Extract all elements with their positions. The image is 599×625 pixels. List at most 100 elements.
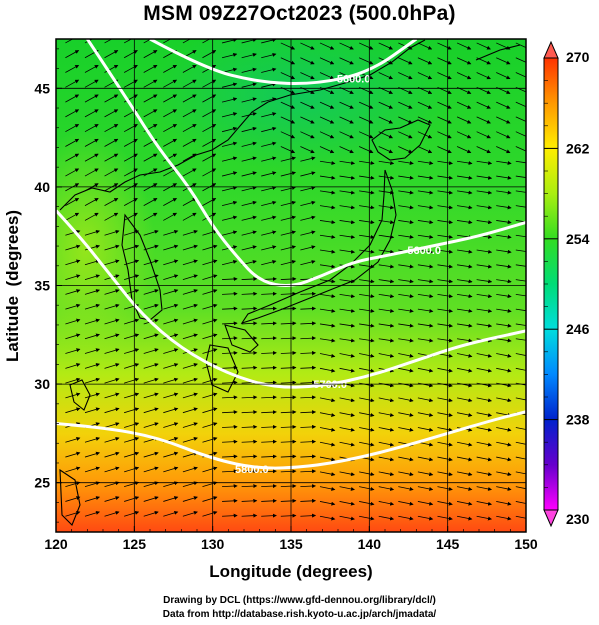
y-tick-label: 30 bbox=[34, 376, 50, 392]
wind-arrow bbox=[378, 116, 394, 124]
wind-arrow bbox=[437, 42, 452, 50]
wind-arrow bbox=[65, 407, 81, 414]
wind-arrow bbox=[457, 160, 473, 165]
wind-arrow bbox=[300, 291, 317, 296]
wind-arrow bbox=[319, 116, 335, 124]
wind-arrow bbox=[104, 109, 119, 118]
wind-arrow bbox=[300, 469, 317, 474]
wind-arrow bbox=[261, 498, 277, 503]
y-tick-label: 35 bbox=[34, 278, 50, 294]
wind-arrow bbox=[398, 486, 414, 491]
wind-arrow bbox=[378, 338, 395, 343]
wind-arrow bbox=[457, 220, 473, 225]
wind-arrow bbox=[222, 484, 238, 489]
wind-arrow bbox=[202, 407, 218, 414]
wind-arrow bbox=[261, 141, 277, 147]
wind-arrow bbox=[476, 220, 493, 225]
wind-arrow bbox=[241, 230, 257, 236]
wind-arrow bbox=[261, 291, 277, 296]
wind-arrow bbox=[359, 367, 375, 373]
wind-arrow bbox=[319, 515, 336, 521]
wind-arrow bbox=[104, 50, 119, 59]
wind-arrow bbox=[163, 198, 178, 206]
wind-arrow bbox=[163, 451, 179, 458]
wind-arrow bbox=[319, 323, 336, 328]
wind-arrow bbox=[300, 321, 317, 326]
wind-arrow bbox=[104, 496, 120, 502]
wind-arrow bbox=[319, 308, 336, 313]
wind-arrow bbox=[398, 293, 414, 299]
wind-arrow bbox=[476, 160, 493, 165]
wind-arrow bbox=[417, 264, 434, 269]
wind-arrow bbox=[280, 469, 297, 474]
wind-arrow bbox=[202, 50, 217, 59]
wind-arrow bbox=[339, 116, 354, 124]
wind-arrow bbox=[241, 97, 257, 103]
colorbar-ticks: 270 262 254 246 238 230 bbox=[544, 49, 590, 527]
wind-arrow bbox=[182, 451, 198, 458]
wind-arrow bbox=[378, 397, 395, 403]
wind-arrow bbox=[319, 367, 336, 373]
wind-arrow bbox=[339, 501, 355, 506]
wind-arrow bbox=[339, 146, 354, 154]
wind-arrow bbox=[378, 515, 395, 521]
wind-arrow bbox=[261, 230, 277, 236]
wind-arrow bbox=[123, 50, 138, 59]
wind-arrow bbox=[515, 175, 526, 178]
wind-arrow bbox=[456, 116, 472, 124]
wind-arrow bbox=[515, 264, 526, 267]
wind-arrow bbox=[515, 367, 526, 371]
wind-arrow bbox=[515, 72, 526, 80]
wind-arrow bbox=[515, 397, 526, 401]
wind-arrow bbox=[456, 353, 473, 358]
wind-arrow bbox=[515, 146, 526, 154]
wind-arrow bbox=[163, 407, 179, 414]
wind-arrow bbox=[437, 205, 453, 210]
wind-arrow bbox=[339, 308, 356, 313]
wind-arrow bbox=[241, 498, 258, 503]
wind-arrow bbox=[456, 57, 472, 65]
wind-arrow bbox=[143, 94, 158, 103]
wind-arrow bbox=[496, 353, 512, 358]
wind-arrow bbox=[378, 101, 394, 109]
wind-arrow bbox=[241, 424, 258, 429]
wind-arrow bbox=[182, 259, 198, 266]
wind-arrow bbox=[339, 293, 356, 299]
wind-arrow bbox=[65, 289, 81, 295]
wind-arrow bbox=[84, 79, 99, 88]
wind-arrow bbox=[241, 291, 258, 296]
wind-arrow bbox=[182, 94, 197, 103]
wind-arrow bbox=[398, 279, 414, 284]
wind-arrow bbox=[65, 466, 81, 473]
wind-arrow bbox=[280, 186, 297, 192]
wind-arrow bbox=[84, 466, 100, 473]
wind-arrow bbox=[124, 466, 140, 473]
wind-arrow bbox=[84, 437, 100, 443]
wind-arrow bbox=[339, 220, 356, 225]
wind-arrow bbox=[65, 451, 81, 458]
wind-arrow bbox=[496, 101, 511, 109]
wind-arrow bbox=[496, 264, 512, 269]
wind-arrow bbox=[280, 146, 296, 154]
contour-label: 5600.0 bbox=[337, 73, 371, 85]
wind-arrow bbox=[261, 484, 277, 489]
wind-arrow bbox=[202, 244, 218, 251]
wind-arrow bbox=[437, 72, 452, 80]
wind-arrow bbox=[476, 308, 493, 313]
wind-arrow bbox=[417, 397, 434, 403]
wind-arrow bbox=[143, 363, 159, 369]
wind-arrow bbox=[222, 424, 238, 429]
wind-arrow bbox=[456, 441, 473, 447]
wind-arrow bbox=[261, 365, 277, 370]
wind-arrow bbox=[261, 439, 277, 444]
wind-arrow bbox=[84, 212, 99, 221]
wind-arrow bbox=[437, 382, 453, 388]
wind-arrow bbox=[378, 427, 395, 432]
wind-arrow bbox=[339, 441, 355, 447]
wind-arrow bbox=[417, 101, 433, 109]
wind-arrow bbox=[280, 306, 297, 311]
y-axis-label: Latitude (degrees) bbox=[3, 210, 22, 362]
wind-arrow bbox=[457, 338, 473, 343]
wind-arrow bbox=[398, 72, 413, 80]
wind-arrow bbox=[241, 277, 258, 281]
